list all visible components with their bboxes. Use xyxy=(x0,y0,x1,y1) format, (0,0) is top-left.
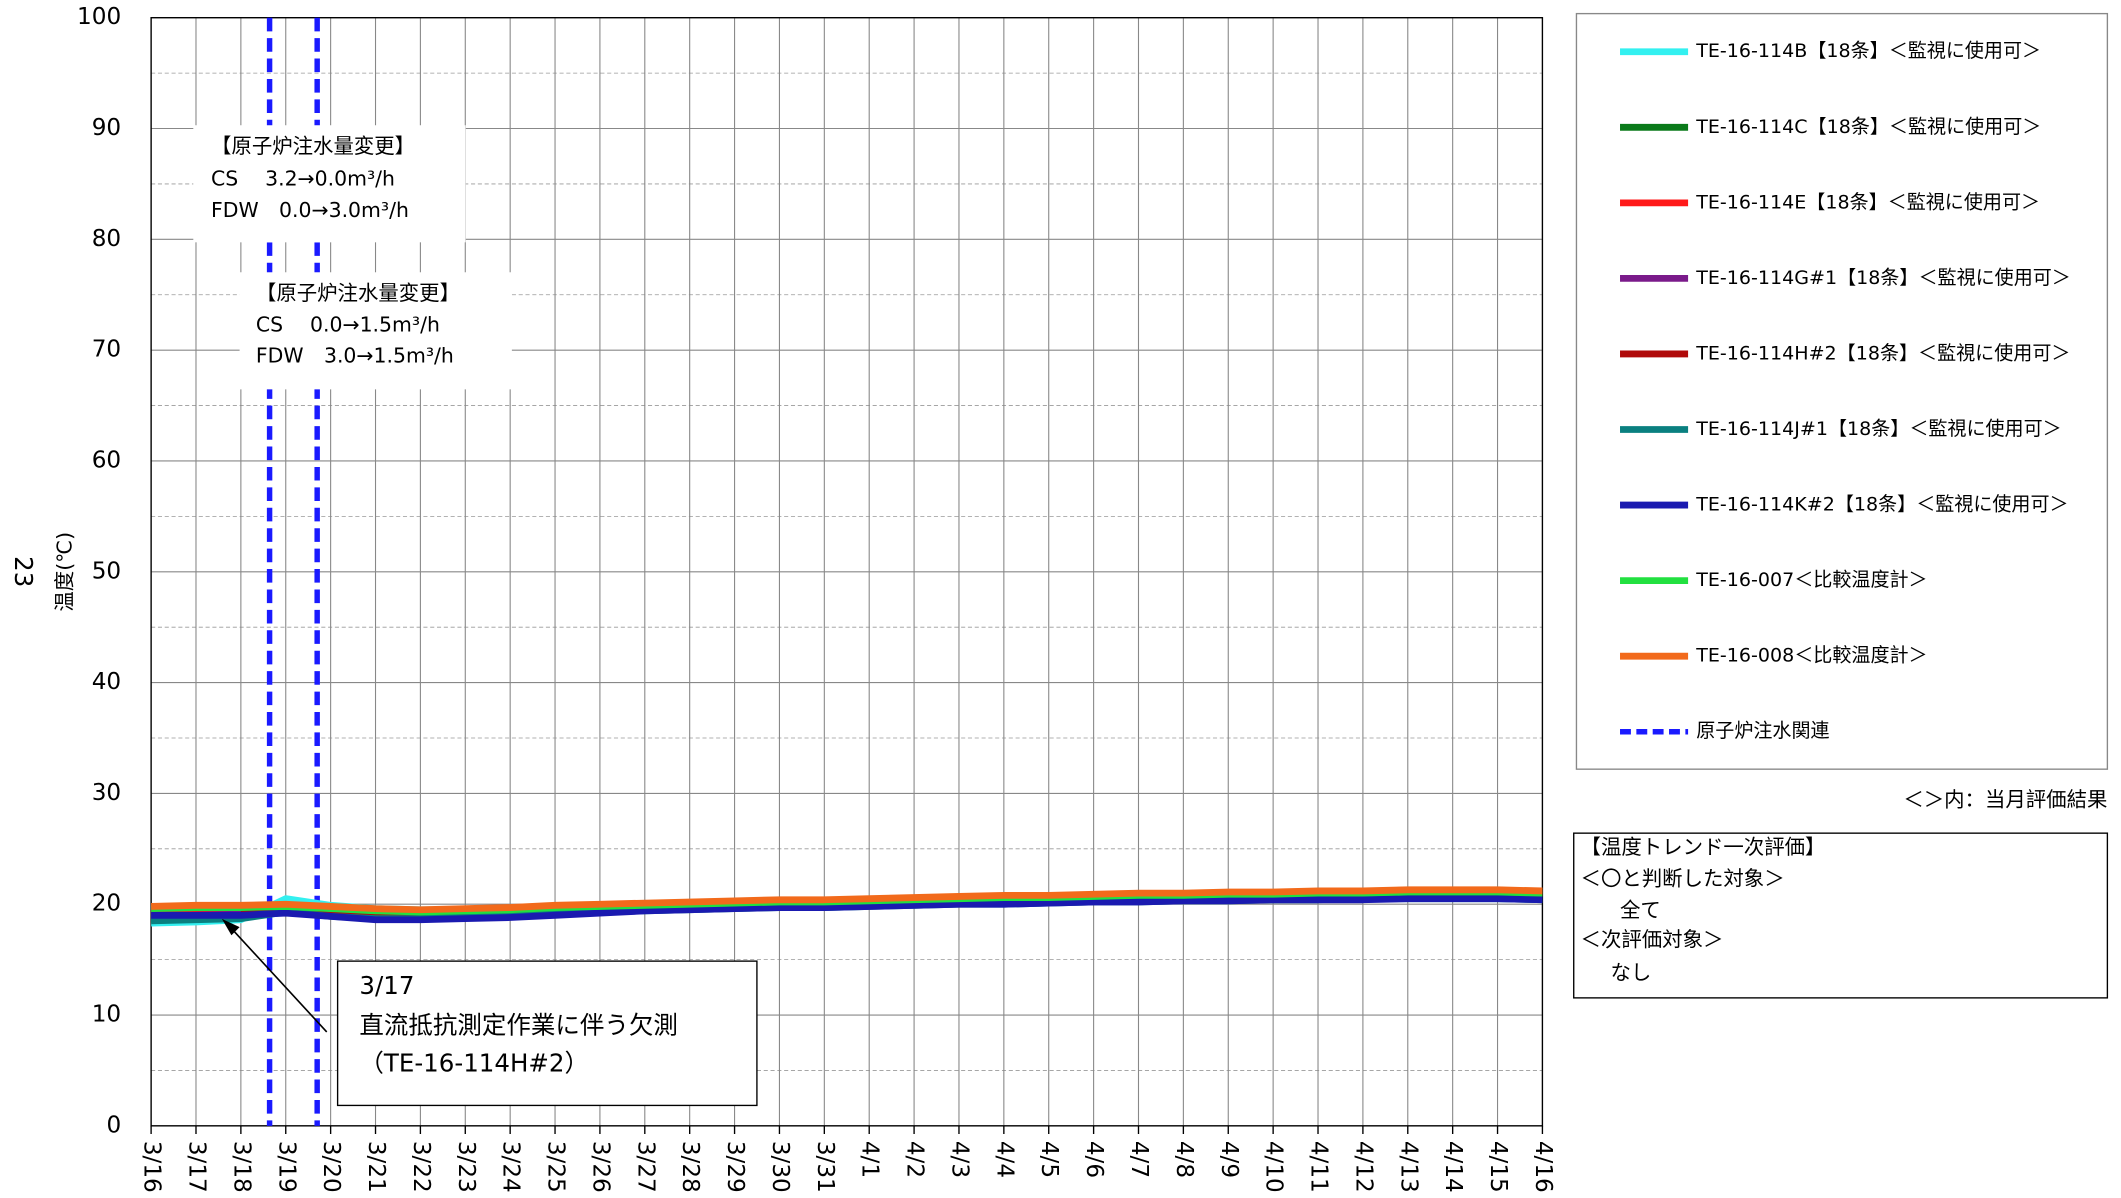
x-tick-label: 3/29 xyxy=(722,1141,748,1193)
legend-note: ＜＞内：当月評価結果 xyxy=(1903,787,2107,811)
x-tick-label: 4/6 xyxy=(1081,1141,1107,1178)
x-tick-label: 4/10 xyxy=(1261,1141,1287,1193)
x-tick-label: 4/8 xyxy=(1171,1141,1197,1178)
legend-label: TE-16-008＜比較温度計＞ xyxy=(1695,645,1927,667)
x-tick-label: 4/14 xyxy=(1440,1141,1466,1193)
y-tick-label: 30 xyxy=(92,780,121,806)
y-tick-label: 20 xyxy=(92,891,121,917)
x-tick-label: 4/7 xyxy=(1126,1141,1152,1178)
series-line xyxy=(151,886,1543,914)
x-tick-label: 4/5 xyxy=(1036,1141,1062,1178)
y-tick-label: 0 xyxy=(106,1112,121,1138)
legend-label: TE-16-114G#1【18条】＜監視に使用可＞ xyxy=(1695,267,2071,289)
legend-label: TE-16-114E【18条】＜監視に使用可＞ xyxy=(1695,191,2040,213)
y-tick-label: 80 xyxy=(92,226,121,252)
x-tick-label: 3/24 xyxy=(498,1141,524,1193)
x-tick-label: 3/28 xyxy=(677,1141,703,1193)
annotation-text: 3/17 xyxy=(359,971,414,1000)
x-tick-label: 3/22 xyxy=(408,1141,434,1193)
x-tick-label: 3/18 xyxy=(228,1141,254,1193)
annotation-box xyxy=(336,960,758,1107)
plot-frame xyxy=(150,17,1544,1127)
y-tick-label: 70 xyxy=(92,337,121,363)
annotation-text: FDW 0.0→3.0m³/h xyxy=(211,198,409,222)
annotation-text: 【原子炉注水量変更】 xyxy=(211,134,415,158)
annotation-text: 【原子炉注水量変更】 xyxy=(256,281,460,305)
x-tick-label: 4/3 xyxy=(946,1141,972,1178)
x-tick-label: 4/1 xyxy=(857,1141,883,1178)
x-tick-label: 3/23 xyxy=(453,1141,479,1193)
legend-label: 原子炉注水関連 xyxy=(1696,720,1829,742)
legend-label: TE-16-114C【18条】＜監視に使用可＞ xyxy=(1695,116,2041,138)
evaluation-line: ＜〇と判断した対象＞ xyxy=(1581,866,1785,890)
annotation-text: （TE-16-114H#2） xyxy=(359,1049,589,1078)
annotation-text: FDW 3.0→1.5m³/h xyxy=(256,344,454,368)
x-tick-label: 3/27 xyxy=(632,1141,658,1193)
evaluation-line: ＜次評価対象＞ xyxy=(1581,928,1724,952)
legend-label: TE-16-114J#1【18条】＜監視に使用可＞ xyxy=(1695,418,2061,440)
y-tick-label: 50 xyxy=(92,558,121,584)
annotation-text: CS 3.2→0.0m³/h xyxy=(211,167,395,191)
evaluation-line: 全て xyxy=(1620,898,1661,922)
arrow-head xyxy=(221,918,240,936)
evaluation-line: なし xyxy=(1610,960,1651,984)
legend-label: TE-16-007＜比較温度計＞ xyxy=(1695,569,1927,591)
x-tick-label: 3/19 xyxy=(273,1141,299,1193)
x-tick-label: 4/4 xyxy=(991,1141,1017,1178)
y-tick-label: 100 xyxy=(77,4,121,30)
x-tick-label: 4/9 xyxy=(1216,1141,1242,1178)
x-tick-label: 4/15 xyxy=(1485,1141,1511,1193)
evaluation-title: 【温度トレンド一次評価】 xyxy=(1581,835,1826,859)
x-tick-label: 3/31 xyxy=(812,1141,838,1193)
legend-label: TE-16-114H#2【18条】＜監視に使用可＞ xyxy=(1695,342,2070,364)
x-tick-label: 3/16 xyxy=(139,1141,165,1193)
legend-label: TE-16-114K#2【18条】＜監視に使用可＞ xyxy=(1695,494,2068,516)
x-tick-label: 3/17 xyxy=(183,1141,209,1193)
x-tick-label: 4/13 xyxy=(1395,1141,1421,1193)
y-tick-label: 10 xyxy=(92,1002,121,1028)
annotation-arrow xyxy=(230,927,328,1033)
y-tick-label: 90 xyxy=(92,115,121,141)
x-tick-label: 3/26 xyxy=(587,1141,613,1193)
x-tick-label: 4/2 xyxy=(902,1141,928,1178)
x-tick-label: 4/12 xyxy=(1350,1141,1376,1193)
page-number: 23 xyxy=(9,556,38,587)
legend-label: TE-16-114B【18条】＜監視に使用可＞ xyxy=(1695,40,2041,62)
y-tick-label: 60 xyxy=(92,447,121,473)
annotation-text: 直流抵抗測定作業に伴う欠測 xyxy=(359,1010,678,1039)
legend-box xyxy=(1575,12,2109,770)
annotation-text: CS 0.0→1.5m³/h xyxy=(256,312,440,336)
y-axis-label: 温度(℃) xyxy=(52,532,76,612)
x-tick-label: 3/25 xyxy=(543,1141,569,1193)
annotation-box xyxy=(239,272,512,390)
x-tick-label: 3/20 xyxy=(318,1141,344,1193)
series-line xyxy=(151,895,1543,924)
evaluation-box xyxy=(1573,832,2109,999)
x-tick-label: 4/11 xyxy=(1306,1141,1332,1193)
annotation-box xyxy=(193,125,466,243)
y-tick-label: 40 xyxy=(92,669,121,695)
x-tick-label: 4/16 xyxy=(1530,1141,1556,1193)
x-tick-label: 3/21 xyxy=(363,1141,389,1193)
x-tick-label: 3/30 xyxy=(767,1141,793,1193)
